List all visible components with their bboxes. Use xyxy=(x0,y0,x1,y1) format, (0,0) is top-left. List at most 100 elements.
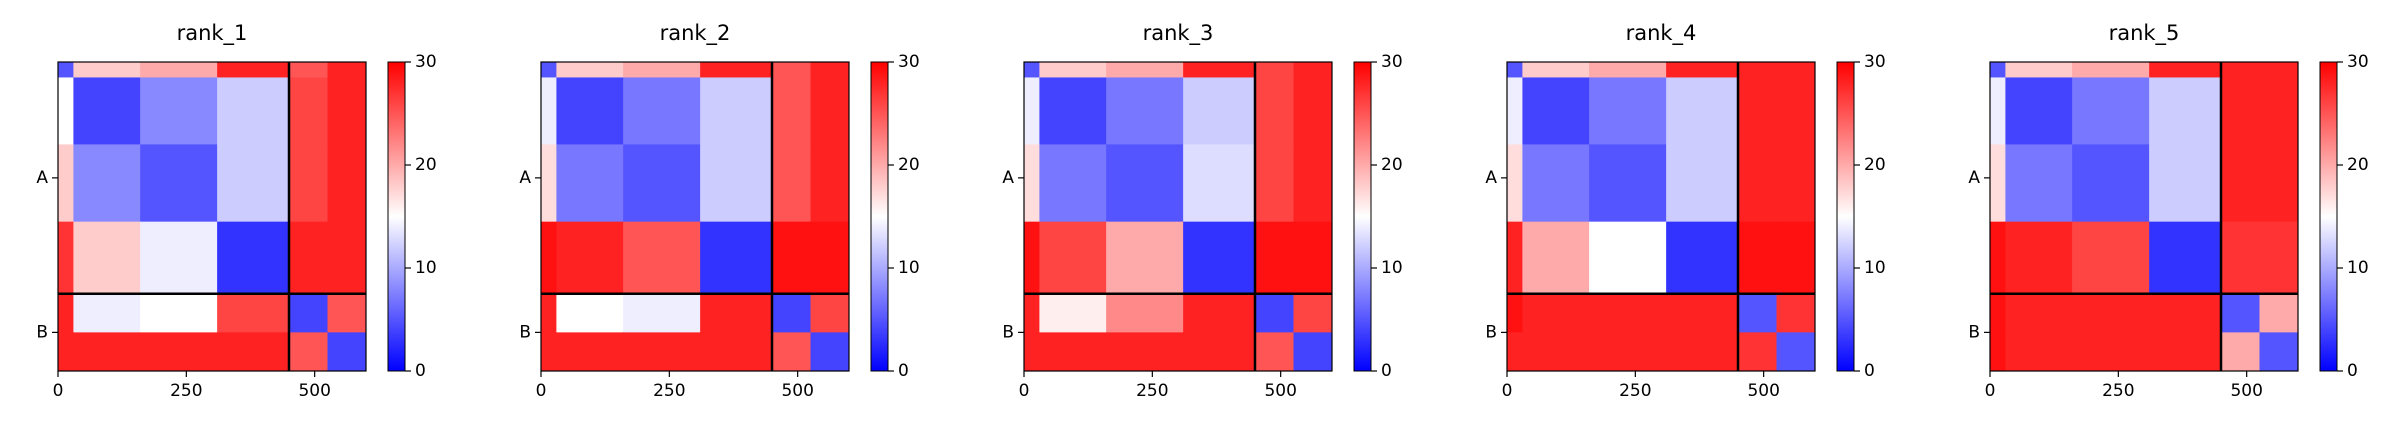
x-tick-label: 0 xyxy=(1019,381,1030,401)
heat-cell xyxy=(1738,293,1777,333)
heat-cell xyxy=(1293,221,1333,295)
heat-cell xyxy=(140,332,218,372)
colorbar-tick-label: 30 xyxy=(415,52,437,72)
colorbar-tick-label: 20 xyxy=(898,155,920,175)
heat-cell xyxy=(2259,77,2299,145)
heat-cell xyxy=(1024,77,1040,145)
heat-cell xyxy=(289,221,328,295)
heat-cell xyxy=(1024,62,1040,78)
y-tick-label: B xyxy=(519,322,531,342)
y-tick-label: B xyxy=(1485,322,1497,342)
heat-cell xyxy=(327,332,367,372)
heat-cell xyxy=(623,293,701,333)
heat-cell xyxy=(1738,77,1777,145)
heat-cell xyxy=(1293,293,1333,333)
heat-cell xyxy=(1666,144,1739,223)
heat-cell xyxy=(289,62,328,78)
heat-cell xyxy=(623,221,701,295)
heat-cell xyxy=(700,144,773,223)
heat-cell xyxy=(700,293,773,333)
heat-cell xyxy=(1183,77,1256,145)
heat-cell xyxy=(2005,62,2073,78)
colorbar-tick-label: 20 xyxy=(2347,155,2369,175)
heat-cell xyxy=(2149,62,2222,78)
heat-cell xyxy=(2221,293,2260,333)
heat-cell xyxy=(700,62,773,78)
heat-cell xyxy=(1183,332,1256,372)
heat-cell xyxy=(1106,293,1184,333)
colorbar-tick-label: 30 xyxy=(898,52,920,72)
colorbar-tick-label: 20 xyxy=(1381,155,1403,175)
colorbar-tick-label: 10 xyxy=(1864,258,1886,278)
heat-cell xyxy=(1990,144,2006,223)
heat-cell xyxy=(1990,62,2006,78)
heat-cell xyxy=(1522,144,1590,223)
x-tick-label: 500 xyxy=(781,381,813,401)
heat-cell xyxy=(1776,144,1816,223)
heat-cell xyxy=(2005,144,2073,223)
heat-cell xyxy=(556,144,624,223)
heat-cell xyxy=(140,62,218,78)
axes-frame xyxy=(1506,61,1816,372)
heat-cell xyxy=(2072,293,2150,333)
heat-cell xyxy=(58,332,74,372)
panel-title: rank_5 xyxy=(2109,21,2180,46)
heat-cell xyxy=(2221,77,2260,145)
heat-cell xyxy=(772,332,811,372)
heat-cell xyxy=(2005,293,2073,333)
heat-cell xyxy=(1990,332,2006,372)
heat-cell xyxy=(1255,62,1294,78)
heat-cell xyxy=(327,293,367,333)
heat-cell xyxy=(1106,144,1184,223)
heat-cell xyxy=(1024,144,1040,223)
heat-cell xyxy=(556,332,624,372)
heat-cell xyxy=(289,144,328,223)
heat-cell xyxy=(58,221,74,295)
heat-cell xyxy=(1106,77,1184,145)
heat-cell xyxy=(2149,144,2222,223)
colorbar xyxy=(1353,61,1372,372)
heat-cell xyxy=(1589,293,1667,333)
colorbar-tick-label: 0 xyxy=(1381,361,1392,381)
heat-cell xyxy=(2072,144,2150,223)
heat-cell xyxy=(1507,332,1523,372)
x-tick-label: 250 xyxy=(170,381,202,401)
heat-cell xyxy=(810,77,850,145)
axes-frame xyxy=(57,61,367,372)
heat-cell xyxy=(1255,332,1294,372)
heat-cell xyxy=(1522,293,1590,333)
colorbar-tick-label: 30 xyxy=(1381,52,1403,72)
heat-cell xyxy=(700,77,773,145)
heat-cell xyxy=(327,77,367,145)
heat-cell xyxy=(556,221,624,295)
colorbar-tick-label: 10 xyxy=(898,258,920,278)
heat-cell xyxy=(1255,221,1294,295)
heat-cell xyxy=(1522,62,1590,78)
heat-cell xyxy=(1522,77,1590,145)
heat-cell xyxy=(1776,221,1816,295)
heat-cell xyxy=(1776,332,1816,372)
heat-cell xyxy=(541,332,557,372)
heat-cell xyxy=(73,62,141,78)
heat-cell xyxy=(772,77,811,145)
heat-cell xyxy=(2005,332,2073,372)
heat-cell xyxy=(1666,332,1739,372)
colorbar-tick-label: 10 xyxy=(1381,258,1403,278)
heat-cell xyxy=(2072,77,2150,145)
x-tick-label: 500 xyxy=(1264,381,1296,401)
heat-cell xyxy=(289,332,328,372)
heat-cell xyxy=(1024,221,1040,295)
heat-cell xyxy=(1990,221,2006,295)
axes-frame xyxy=(1989,61,2299,372)
heat-cell xyxy=(1589,62,1667,78)
x-tick-label: 500 xyxy=(1747,381,1779,401)
heat-cell xyxy=(2259,221,2299,295)
heat-cell xyxy=(1738,144,1777,223)
heat-cell xyxy=(541,293,557,333)
colorbar xyxy=(387,61,406,372)
heat-cell xyxy=(1293,144,1333,223)
heat-cell xyxy=(1738,221,1777,295)
heat-cell xyxy=(58,144,74,223)
colorbar-tick-label: 0 xyxy=(415,361,426,381)
